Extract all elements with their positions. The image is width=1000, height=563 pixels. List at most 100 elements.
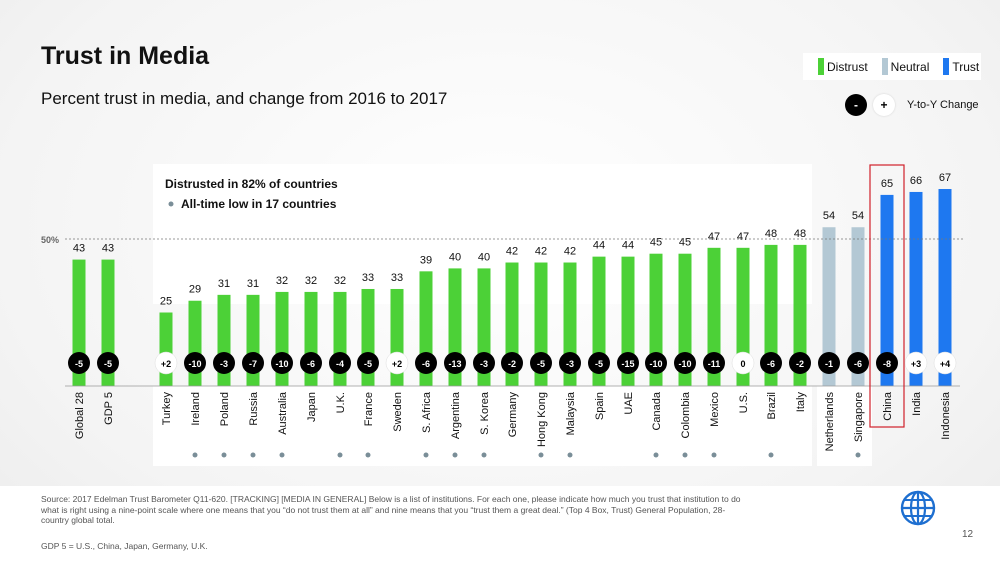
- value-label: 43: [102, 243, 114, 255]
- change-label: -5: [537, 359, 545, 369]
- change-marker: [444, 352, 466, 374]
- value-label: 44: [622, 240, 634, 252]
- change-label: -6: [307, 359, 315, 369]
- page-subtitle: Percent trust in media, and change from …: [41, 89, 448, 108]
- value-label: 54: [852, 210, 864, 222]
- change-label: -5: [75, 359, 83, 369]
- change-marker: [617, 352, 639, 374]
- category-label: S. Africa: [421, 391, 433, 433]
- change-label: -7: [249, 359, 257, 369]
- change-marker: [184, 352, 206, 374]
- all-time-low-marker: [192, 452, 198, 458]
- category-label: Hong Kong: [536, 392, 548, 447]
- value-label: 54: [823, 210, 835, 222]
- all-time-low-marker: [423, 452, 429, 458]
- category-label: Ireland: [190, 392, 202, 426]
- bar: [880, 194, 894, 386]
- callout-subtitle: All-time low in 17 countries: [181, 197, 337, 211]
- value-label: 45: [679, 237, 691, 249]
- change-label: -6: [767, 359, 775, 369]
- category-label: Canada: [651, 391, 663, 430]
- yoy-positive-marker: +: [873, 94, 895, 116]
- all-time-low-marker: [538, 452, 544, 458]
- change-label: +2: [392, 359, 402, 369]
- change-marker: [847, 352, 869, 374]
- category-label: Global 28: [74, 392, 86, 439]
- label-panel-distrust: [153, 386, 812, 466]
- category-label: Malaysia: [565, 391, 577, 435]
- change-marker: [530, 352, 552, 374]
- change-marker: [818, 352, 840, 374]
- category-label: U.S.: [738, 392, 750, 413]
- value-label: 40: [478, 251, 490, 263]
- yoy-legend: - + Y-to-Y Change: [845, 94, 979, 116]
- change-label: +2: [161, 359, 171, 369]
- change-label: +4: [940, 359, 950, 369]
- all-time-low-marker: [711, 452, 717, 458]
- change-marker: [789, 352, 811, 374]
- category-label: Sweden: [392, 392, 404, 432]
- change-marker: [731, 351, 755, 375]
- bar: [159, 312, 173, 386]
- category-label: Germany: [507, 392, 519, 438]
- legend-swatch-distrust: [818, 58, 824, 75]
- change-label: -10: [188, 359, 201, 369]
- value-label: 48: [794, 228, 806, 240]
- change-label: +3: [911, 359, 921, 369]
- change-label: -15: [621, 359, 634, 369]
- change-label: -3: [566, 359, 574, 369]
- value-label: 45: [650, 237, 662, 249]
- change-marker: [329, 352, 351, 374]
- source-note: Source: 2017 Edelman Trust Barometer Q11…: [41, 494, 741, 525]
- legend: Distrust Neutral Trust: [803, 53, 981, 80]
- callout-title: Distrusted in 82% of countries: [165, 177, 338, 191]
- change-marker: [213, 352, 235, 374]
- all-time-low-marker: [682, 452, 688, 458]
- highlight-box: [869, 164, 905, 428]
- value-label: 25: [160, 296, 172, 308]
- callout-bullet: [168, 201, 174, 207]
- value-label: 42: [506, 246, 518, 258]
- legend-swatch-neutral: [881, 58, 888, 75]
- category-label: France: [363, 392, 375, 426]
- category-label: U.K.: [335, 392, 347, 413]
- legend-label-neutral: Neutral: [890, 59, 930, 74]
- page-number: 12: [962, 529, 974, 540]
- category-label: S. Korea: [479, 391, 491, 435]
- change-label: -5: [104, 359, 112, 369]
- change-marker: [300, 352, 322, 374]
- all-time-low-marker: [279, 452, 285, 458]
- category-label: Brazil: [766, 392, 778, 420]
- category-label: Poland: [219, 392, 231, 426]
- gdp-note: GDP 5 = U.S., China, Japan, Germany, U.K…: [41, 541, 208, 551]
- category-label: Mexico: [709, 392, 721, 427]
- change-marker: [876, 352, 898, 374]
- legend-item-distrust: Distrust: [818, 58, 868, 75]
- value-label: 43: [73, 243, 85, 255]
- globe-icon: [900, 490, 936, 526]
- category-label: Russia: [248, 391, 260, 426]
- change-label: -2: [796, 359, 804, 369]
- value-label: 32: [305, 275, 317, 287]
- category-label: Netherlands: [824, 392, 836, 452]
- value-label: 33: [362, 272, 374, 284]
- change-label: -2: [508, 359, 516, 369]
- all-time-low-marker: [337, 452, 343, 458]
- change-marker: [271, 352, 293, 374]
- value-label: 47: [737, 231, 749, 243]
- all-time-low-marker: [653, 452, 659, 458]
- change-marker: [933, 351, 957, 375]
- all-time-low-marker: [567, 452, 573, 458]
- legend-item-trust: Trust: [943, 58, 979, 75]
- change-marker: [385, 351, 409, 375]
- bar: [938, 189, 952, 386]
- change-marker: [645, 352, 667, 374]
- change-marker: [473, 352, 495, 374]
- page-title: Trust in Media: [41, 42, 210, 70]
- change-marker: [242, 352, 264, 374]
- footer: [0, 486, 1000, 563]
- value-label: 67: [939, 172, 951, 184]
- value-label: 40: [449, 251, 461, 263]
- change-label: -8: [883, 359, 891, 369]
- legend-label-trust: Trust: [952, 59, 980, 74]
